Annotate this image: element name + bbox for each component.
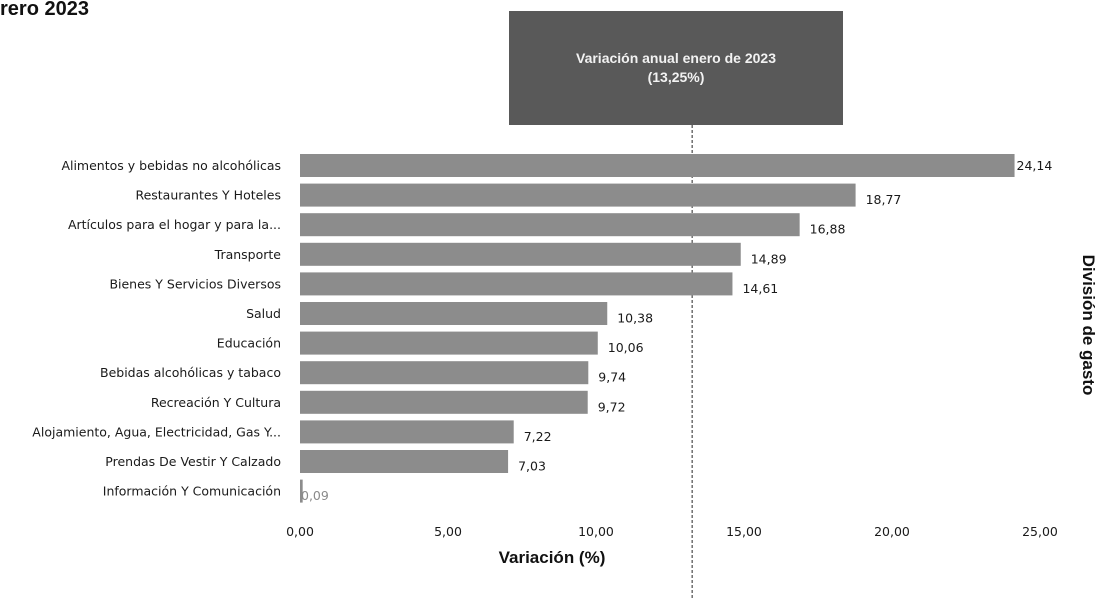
x-tick-label: 0,00 bbox=[286, 524, 314, 539]
category-label: Restaurantes Y Hoteles bbox=[135, 188, 281, 203]
bar bbox=[300, 450, 509, 473]
category-label: Bienes Y Servicios Diversos bbox=[109, 276, 281, 291]
category-label: Alimentos y bebidas no alcohólicas bbox=[61, 158, 281, 173]
bar bbox=[300, 390, 588, 414]
category-label: Información Y Comunicación bbox=[103, 484, 281, 499]
value-label: 18,77 bbox=[866, 192, 902, 207]
bar bbox=[300, 242, 741, 266]
reference-annotation-line1: Variación anual enero de 2023 bbox=[576, 50, 776, 66]
bar bbox=[300, 302, 608, 325]
reference-line-group: Variación anual enero de 2023 (13,25%) bbox=[509, 11, 843, 599]
bar bbox=[300, 420, 514, 444]
bar bbox=[300, 213, 800, 237]
y-axis-title: División de gasto bbox=[1079, 255, 1097, 396]
value-label: 24,14 bbox=[1017, 158, 1053, 173]
value-label: 16,88 bbox=[810, 222, 846, 237]
value-label: 10,06 bbox=[608, 340, 644, 355]
x-axis-title: Variación (%) bbox=[499, 548, 606, 567]
category-label: Artículos para el hogar y para la... bbox=[68, 217, 281, 232]
category-label: Alojamiento, Agua, Electricidad, Gas Y..… bbox=[32, 424, 281, 439]
category-label: Recreación Y Cultura bbox=[151, 395, 281, 410]
x-tick-label: 10,00 bbox=[578, 524, 614, 539]
value-label: 9,72 bbox=[598, 399, 626, 414]
bar bbox=[300, 183, 856, 207]
x-tick-labels-group: 0,00 5,00 10,00 15,00 20,00 25,00 bbox=[286, 524, 1058, 539]
chart-title: rero 2023 bbox=[0, 0, 89, 20]
value-label: 9,74 bbox=[598, 370, 626, 385]
x-tick-label: 15,00 bbox=[726, 524, 762, 539]
category-label: Transporte bbox=[214, 247, 282, 262]
category-label: Educación bbox=[217, 336, 281, 351]
bar bbox=[300, 154, 1015, 177]
category-labels-group: Alimentos y bebidas no alcohólicas Restau… bbox=[32, 158, 281, 499]
bar bbox=[300, 479, 303, 503]
value-label: 0,09 bbox=[301, 488, 329, 503]
value-label: 14,61 bbox=[742, 281, 778, 296]
reference-annotation-box bbox=[509, 11, 843, 125]
bar bbox=[300, 331, 598, 355]
value-label: 10,38 bbox=[617, 311, 653, 326]
value-labels-group: 24,14 18,77 16,88 14,89 14,61 10,38 10,06 9,74 9… bbox=[301, 158, 1052, 503]
reference-annotation-line2: (13,25%) bbox=[648, 69, 705, 85]
category-label: Bebidas alcohólicas y tabaco bbox=[100, 365, 281, 380]
bars-group bbox=[300, 154, 1015, 503]
bar bbox=[300, 272, 733, 296]
category-label: Prendas De Vestir Y Calzado bbox=[105, 454, 281, 469]
value-label: 7,22 bbox=[524, 429, 552, 444]
value-label: 7,03 bbox=[518, 459, 546, 474]
bar bbox=[300, 361, 589, 385]
category-label: Salud bbox=[246, 306, 281, 321]
value-label: 14,89 bbox=[751, 251, 787, 266]
x-tick-label: 25,00 bbox=[1022, 524, 1058, 539]
x-tick-label: 5,00 bbox=[434, 524, 462, 539]
x-tick-label: 20,00 bbox=[874, 524, 910, 539]
